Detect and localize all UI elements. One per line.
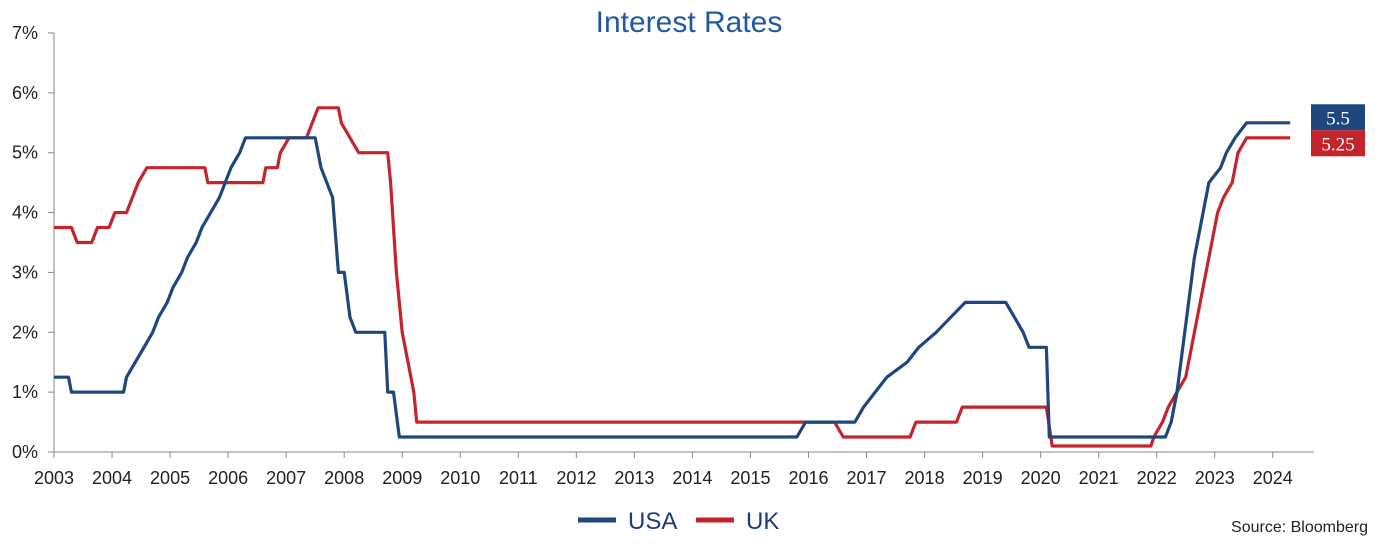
x-tick-label: 2009 — [382, 468, 422, 488]
x-tick-label: 2010 — [440, 468, 480, 488]
x-tick-label: 2006 — [208, 468, 248, 488]
x-tick-label: 2017 — [846, 468, 886, 488]
y-tick-label: 6% — [12, 83, 38, 103]
x-tick-label: 2016 — [788, 468, 828, 488]
y-tick-label: 5% — [12, 143, 38, 163]
x-tick-label: 2008 — [324, 468, 364, 488]
series-line-uk — [54, 106, 1291, 448]
end-label-box-uk — [1311, 130, 1365, 157]
x-tick-label: 2024 — [1253, 468, 1293, 488]
y-tick-label: 7% — [12, 23, 38, 43]
end-label-usa: 5.5 — [1326, 108, 1350, 129]
x-tick-label: 2022 — [1137, 468, 1177, 488]
y-tick-label: 2% — [12, 322, 38, 342]
x-tick-label: 2012 — [556, 468, 596, 488]
series-line-usa — [54, 121, 1291, 439]
end-labels: 5.5 5.25 — [1311, 104, 1365, 157]
y-tick-label: 4% — [12, 203, 38, 223]
x-tick-label: 2020 — [1021, 468, 1061, 488]
end-label-uk: 5.25 — [1321, 134, 1354, 155]
end-label-box-usa — [1311, 104, 1365, 131]
x-tick-label: 2015 — [730, 468, 770, 488]
x-tick-label: 2014 — [672, 468, 712, 488]
x-tick-label: 2021 — [1079, 468, 1119, 488]
chart-title: Interest Rates — [596, 6, 783, 39]
y-tick-label: 3% — [12, 262, 38, 282]
legend-label-usa: USA — [628, 508, 677, 535]
x-tick-label: 2005 — [150, 468, 190, 488]
x-tick-label: 2003 — [34, 468, 74, 488]
x-tick-label: 2018 — [905, 468, 945, 488]
y-tick-label: 0% — [12, 442, 38, 462]
x-tick-label: 2019 — [963, 468, 1003, 488]
x-tick-label: 2013 — [614, 468, 654, 488]
legend-label-uk: UK — [746, 508, 779, 535]
x-tick-label: 2007 — [266, 468, 306, 488]
legend: USA UK — [578, 508, 779, 535]
y-tick-label: 1% — [12, 382, 38, 402]
x-tick-label: 2023 — [1195, 468, 1235, 488]
x-tick-label: 2011 — [499, 468, 538, 488]
axes: 0% 1% 2% 3% 4% 5% 6% 7% 2003 2004 2005 2006 2007 2008… — [12, 23, 1314, 488]
series-layer — [54, 106, 1291, 448]
source-note: Source: Bloomberg — [1231, 519, 1368, 536]
x-tick-label: 2004 — [92, 468, 132, 488]
